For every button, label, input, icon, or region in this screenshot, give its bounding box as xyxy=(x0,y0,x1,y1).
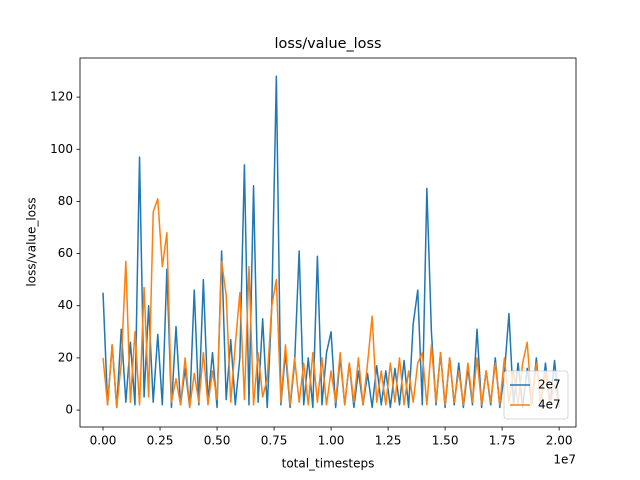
x-axis-label: total_timesteps xyxy=(282,457,375,471)
x-tick-label: 0.50 xyxy=(204,434,231,448)
x-tick-label: 1.00 xyxy=(318,434,345,448)
legend-label: 4e7 xyxy=(538,398,561,412)
y-tick-label: 0 xyxy=(65,403,73,417)
plot-frame xyxy=(79,57,577,428)
x-tick-label: 2.00 xyxy=(546,434,573,448)
y-axis-label: loss/value_loss xyxy=(25,197,39,286)
legend-box xyxy=(503,370,569,420)
x-tick-label: 1.75 xyxy=(489,434,516,448)
x-tick-label: 0.00 xyxy=(90,434,117,448)
chart-title: loss/value_loss xyxy=(275,36,382,52)
line-series xyxy=(102,198,560,409)
x-tick-label: 1.50 xyxy=(432,434,459,448)
y-tick-label: 60 xyxy=(58,246,73,260)
y-tick-label: 120 xyxy=(50,90,73,104)
y-tick-label: 40 xyxy=(58,298,73,312)
legend-label: 2e7 xyxy=(538,378,561,392)
y-tick-label: 20 xyxy=(58,350,73,364)
x-tick-label: 0.25 xyxy=(147,434,174,448)
x-tick-label: 0.75 xyxy=(261,434,288,448)
y-tick-label: 80 xyxy=(58,194,73,208)
y-tick-label: 100 xyxy=(50,142,73,156)
x-offset-label: 1e7 xyxy=(553,453,576,467)
x-tick-label: 1.25 xyxy=(375,434,402,448)
